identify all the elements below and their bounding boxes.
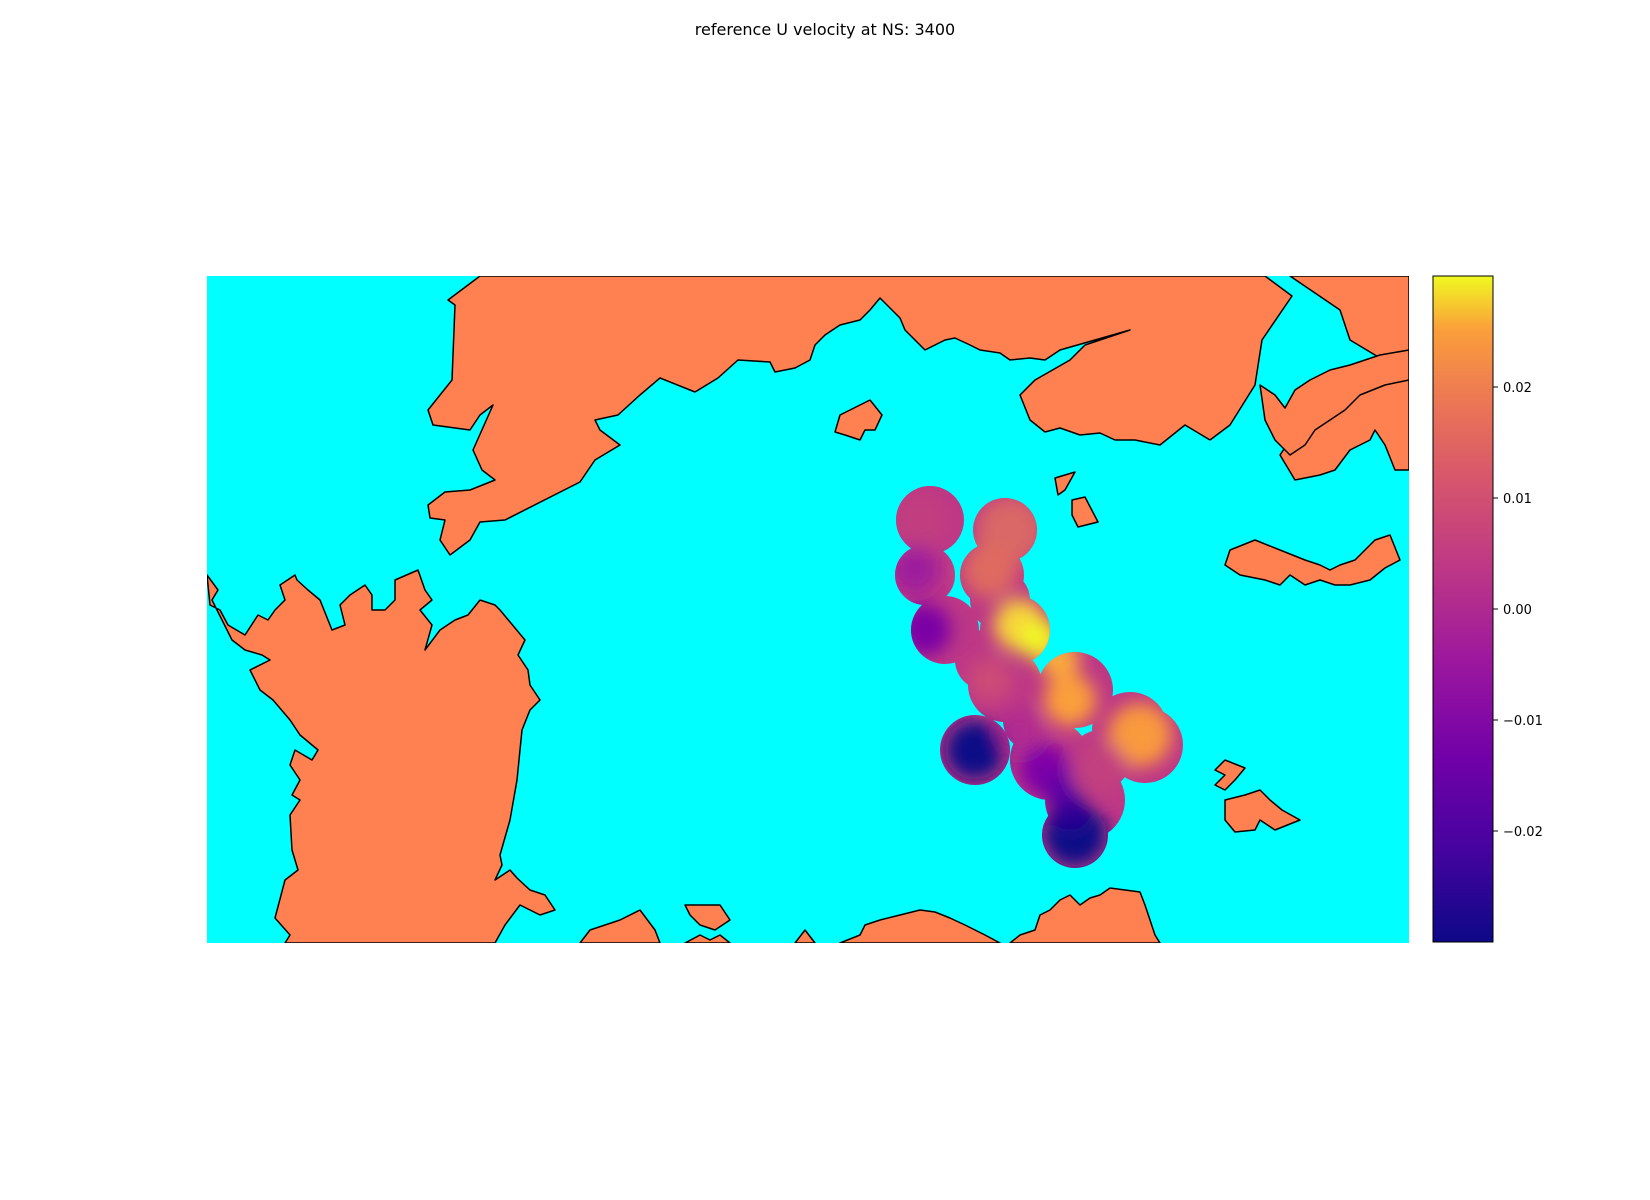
colorbar-tick-label: −0.01 [1503,714,1543,729]
land-south-5 [839,909,1001,943]
land-west [207,569,556,943]
colorbar-ticks: 0.02 0.01 0.00 −0.01 −0.02 [1493,381,1543,840]
land-fringe-ne [1259,349,1409,456]
colorbar-tick-label: 0.00 [1503,603,1532,618]
land-south-6 [1009,887,1161,943]
land-south-4 [794,929,816,943]
colorbar-tick-label: −0.02 [1503,825,1543,840]
land-south-2 [684,904,731,931]
figure-title: reference U velocity at NS: 3400 [694,20,956,39]
colorbar-gradient [1432,275,1494,943]
land-island-east2 [1071,496,1099,528]
colorbar-tick-label: 0.02 [1503,381,1532,396]
land-south-1 [579,909,661,943]
map-panel [207,276,1409,943]
land-masses [207,276,1409,943]
land-island-se1 [1214,759,1246,791]
land-peninsula-east [1224,534,1401,586]
land-island-north [834,399,883,441]
land-south-3 [684,934,731,943]
land-island-east1 [1054,471,1076,496]
land-upper-left [427,276,1293,556]
colorbar: 0.02 0.01 0.00 −0.01 −0.02 [1432,275,1543,943]
colorbar-tick-label: 0.01 [1503,492,1532,507]
land-island-se2 [1224,789,1301,833]
